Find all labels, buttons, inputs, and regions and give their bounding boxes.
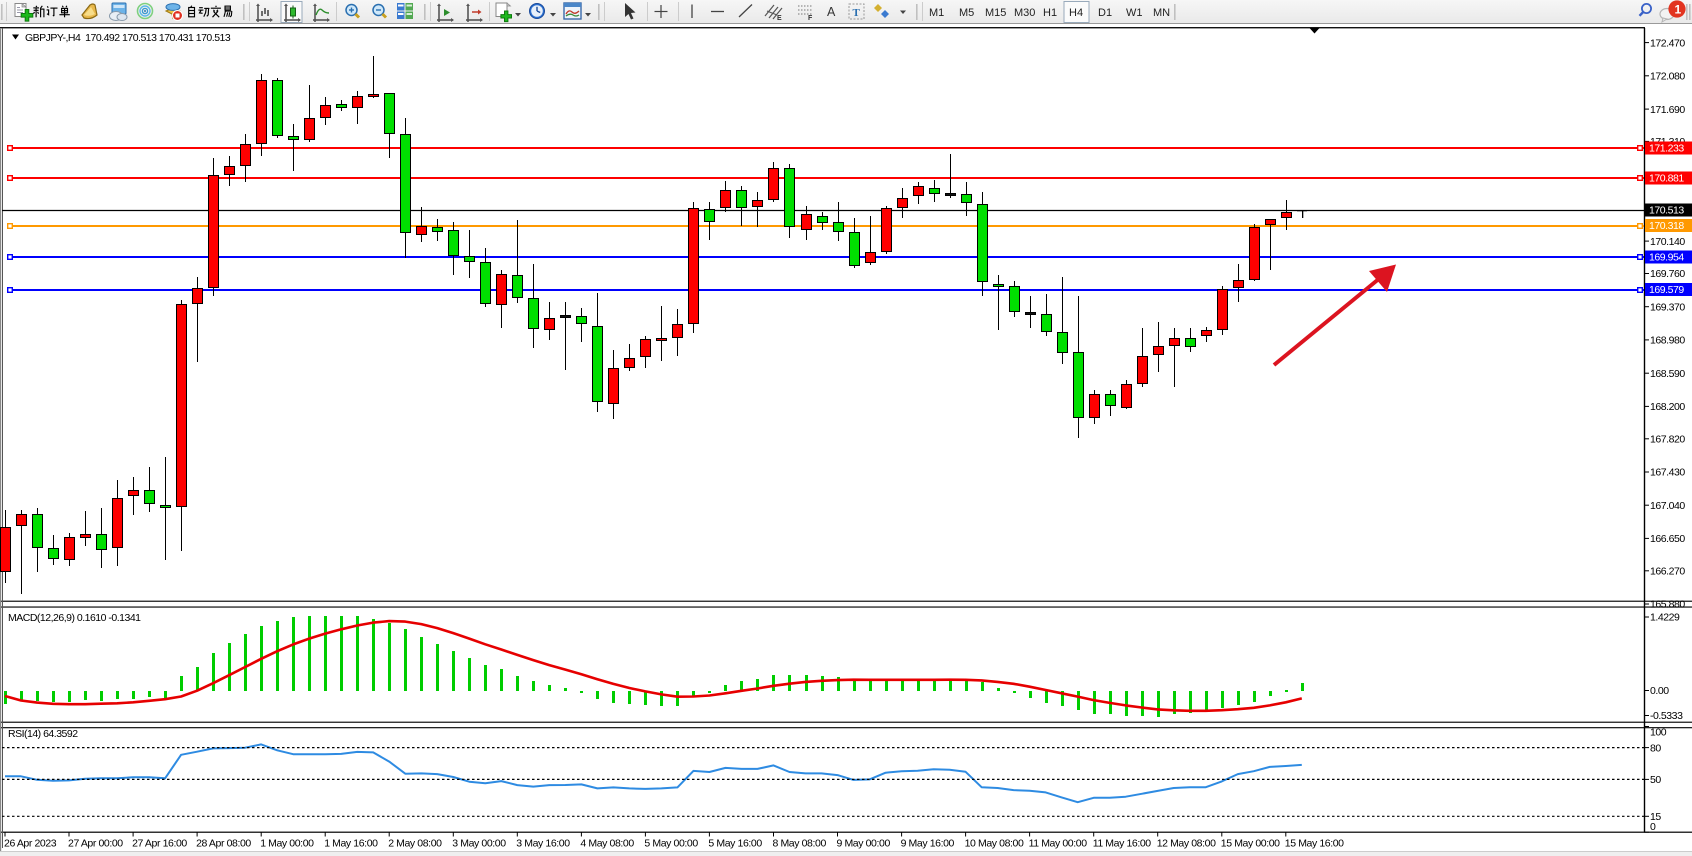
svg-text:50: 50 bbox=[1650, 774, 1661, 786]
svg-text:1.4229: 1.4229 bbox=[1650, 612, 1680, 624]
svg-text:172.080: 172.080 bbox=[1650, 71, 1685, 83]
svg-text:5 May 00:00: 5 May 00:00 bbox=[644, 838, 698, 850]
svg-text:F: F bbox=[808, 15, 813, 22]
svg-text:11 May 16:00: 11 May 16:00 bbox=[1093, 838, 1152, 850]
svg-text:167.430: 167.430 bbox=[1650, 467, 1685, 479]
svg-text:170.140: 170.140 bbox=[1650, 236, 1685, 248]
svg-text:167.820: 167.820 bbox=[1650, 434, 1685, 446]
svg-text:26 Apr 2023: 26 Apr 2023 bbox=[4, 838, 57, 850]
svg-text:-0.5333: -0.5333 bbox=[1650, 710, 1683, 722]
svg-text:80: 80 bbox=[1650, 742, 1661, 754]
svg-text:T: T bbox=[853, 7, 861, 19]
svg-text:9 May 16:00: 9 May 16:00 bbox=[901, 838, 955, 850]
svg-text:8 May 08:00: 8 May 08:00 bbox=[773, 838, 827, 850]
svg-text:1 May 00:00: 1 May 00:00 bbox=[260, 838, 314, 850]
svg-text:A: A bbox=[827, 5, 836, 19]
svg-text:169.370: 169.370 bbox=[1650, 301, 1685, 313]
svg-text:H4: H4 bbox=[1069, 7, 1083, 19]
svg-text:3 May 00:00: 3 May 00:00 bbox=[452, 838, 506, 850]
svg-text:12 May 08:00: 12 May 08:00 bbox=[1157, 838, 1216, 850]
svg-text:168.980: 168.980 bbox=[1650, 335, 1685, 347]
svg-text:169.954: 169.954 bbox=[1649, 252, 1684, 264]
svg-text:E: E bbox=[777, 15, 782, 22]
svg-text:166.270: 166.270 bbox=[1650, 566, 1685, 578]
svg-text:9 May 00:00: 9 May 00:00 bbox=[837, 838, 891, 850]
svg-text:MN: MN bbox=[1153, 7, 1170, 19]
svg-text:10 May 08:00: 10 May 08:00 bbox=[965, 838, 1024, 850]
svg-text:169.579: 169.579 bbox=[1649, 284, 1684, 296]
svg-text:167.040: 167.040 bbox=[1650, 500, 1685, 512]
svg-text:D1: D1 bbox=[1098, 7, 1112, 19]
svg-text:5 May 16:00: 5 May 16:00 bbox=[708, 838, 762, 850]
svg-text:172.470: 172.470 bbox=[1650, 37, 1685, 49]
svg-text:1: 1 bbox=[1675, 3, 1682, 17]
svg-text:GBPJPY-,H4 170.492 170.513 17: GBPJPY-,H4 170.492 170.513 170.431 170.5… bbox=[25, 32, 231, 44]
svg-text:2 May 08:00: 2 May 08:00 bbox=[388, 838, 442, 850]
svg-text:100: 100 bbox=[1650, 726, 1667, 738]
svg-text:165.880: 165.880 bbox=[1650, 599, 1685, 611]
svg-text:0: 0 bbox=[1650, 821, 1656, 833]
svg-text:H1: H1 bbox=[1043, 7, 1057, 19]
svg-text:RSI(14) 64.3592: RSI(14) 64.3592 bbox=[8, 728, 78, 740]
svg-text:27 Apr 00:00: 27 Apr 00:00 bbox=[68, 838, 123, 850]
svg-text:MACD(12,26,9) 0.1610 -0.1341: MACD(12,26,9) 0.1610 -0.1341 bbox=[8, 612, 141, 624]
svg-text:M30: M30 bbox=[1014, 7, 1035, 19]
svg-text:28 Apr 08:00: 28 Apr 08:00 bbox=[196, 838, 251, 850]
svg-text:0.00: 0.00 bbox=[1650, 685, 1669, 697]
svg-text:M5: M5 bbox=[959, 7, 974, 19]
svg-text:W1: W1 bbox=[1126, 7, 1143, 19]
svg-text:15 May 00:00: 15 May 00:00 bbox=[1221, 838, 1280, 850]
svg-text:M15: M15 bbox=[985, 7, 1006, 19]
svg-text:170.513: 170.513 bbox=[1649, 205, 1684, 217]
svg-text:169.760: 169.760 bbox=[1650, 268, 1685, 280]
svg-text:170.318: 170.318 bbox=[1649, 220, 1684, 232]
svg-text:15 May 16:00: 15 May 16:00 bbox=[1285, 838, 1344, 850]
svg-text:15: 15 bbox=[1650, 811, 1661, 823]
svg-text:1 May 16:00: 1 May 16:00 bbox=[324, 838, 378, 850]
svg-text:166.650: 166.650 bbox=[1650, 533, 1685, 545]
svg-text:4 May 08:00: 4 May 08:00 bbox=[580, 838, 634, 850]
svg-text:171.233: 171.233 bbox=[1649, 143, 1684, 155]
svg-text:171.690: 171.690 bbox=[1650, 104, 1685, 116]
svg-text:168.200: 168.200 bbox=[1650, 401, 1685, 413]
svg-text:M1: M1 bbox=[929, 7, 944, 19]
svg-text:170.881: 170.881 bbox=[1649, 173, 1684, 185]
svg-text:3 May 16:00: 3 May 16:00 bbox=[516, 838, 570, 850]
svg-text:11 May 00:00: 11 May 00:00 bbox=[1029, 838, 1088, 850]
svg-text:168.590: 168.590 bbox=[1650, 368, 1685, 380]
svg-text:27 Apr 16:00: 27 Apr 16:00 bbox=[132, 838, 187, 850]
